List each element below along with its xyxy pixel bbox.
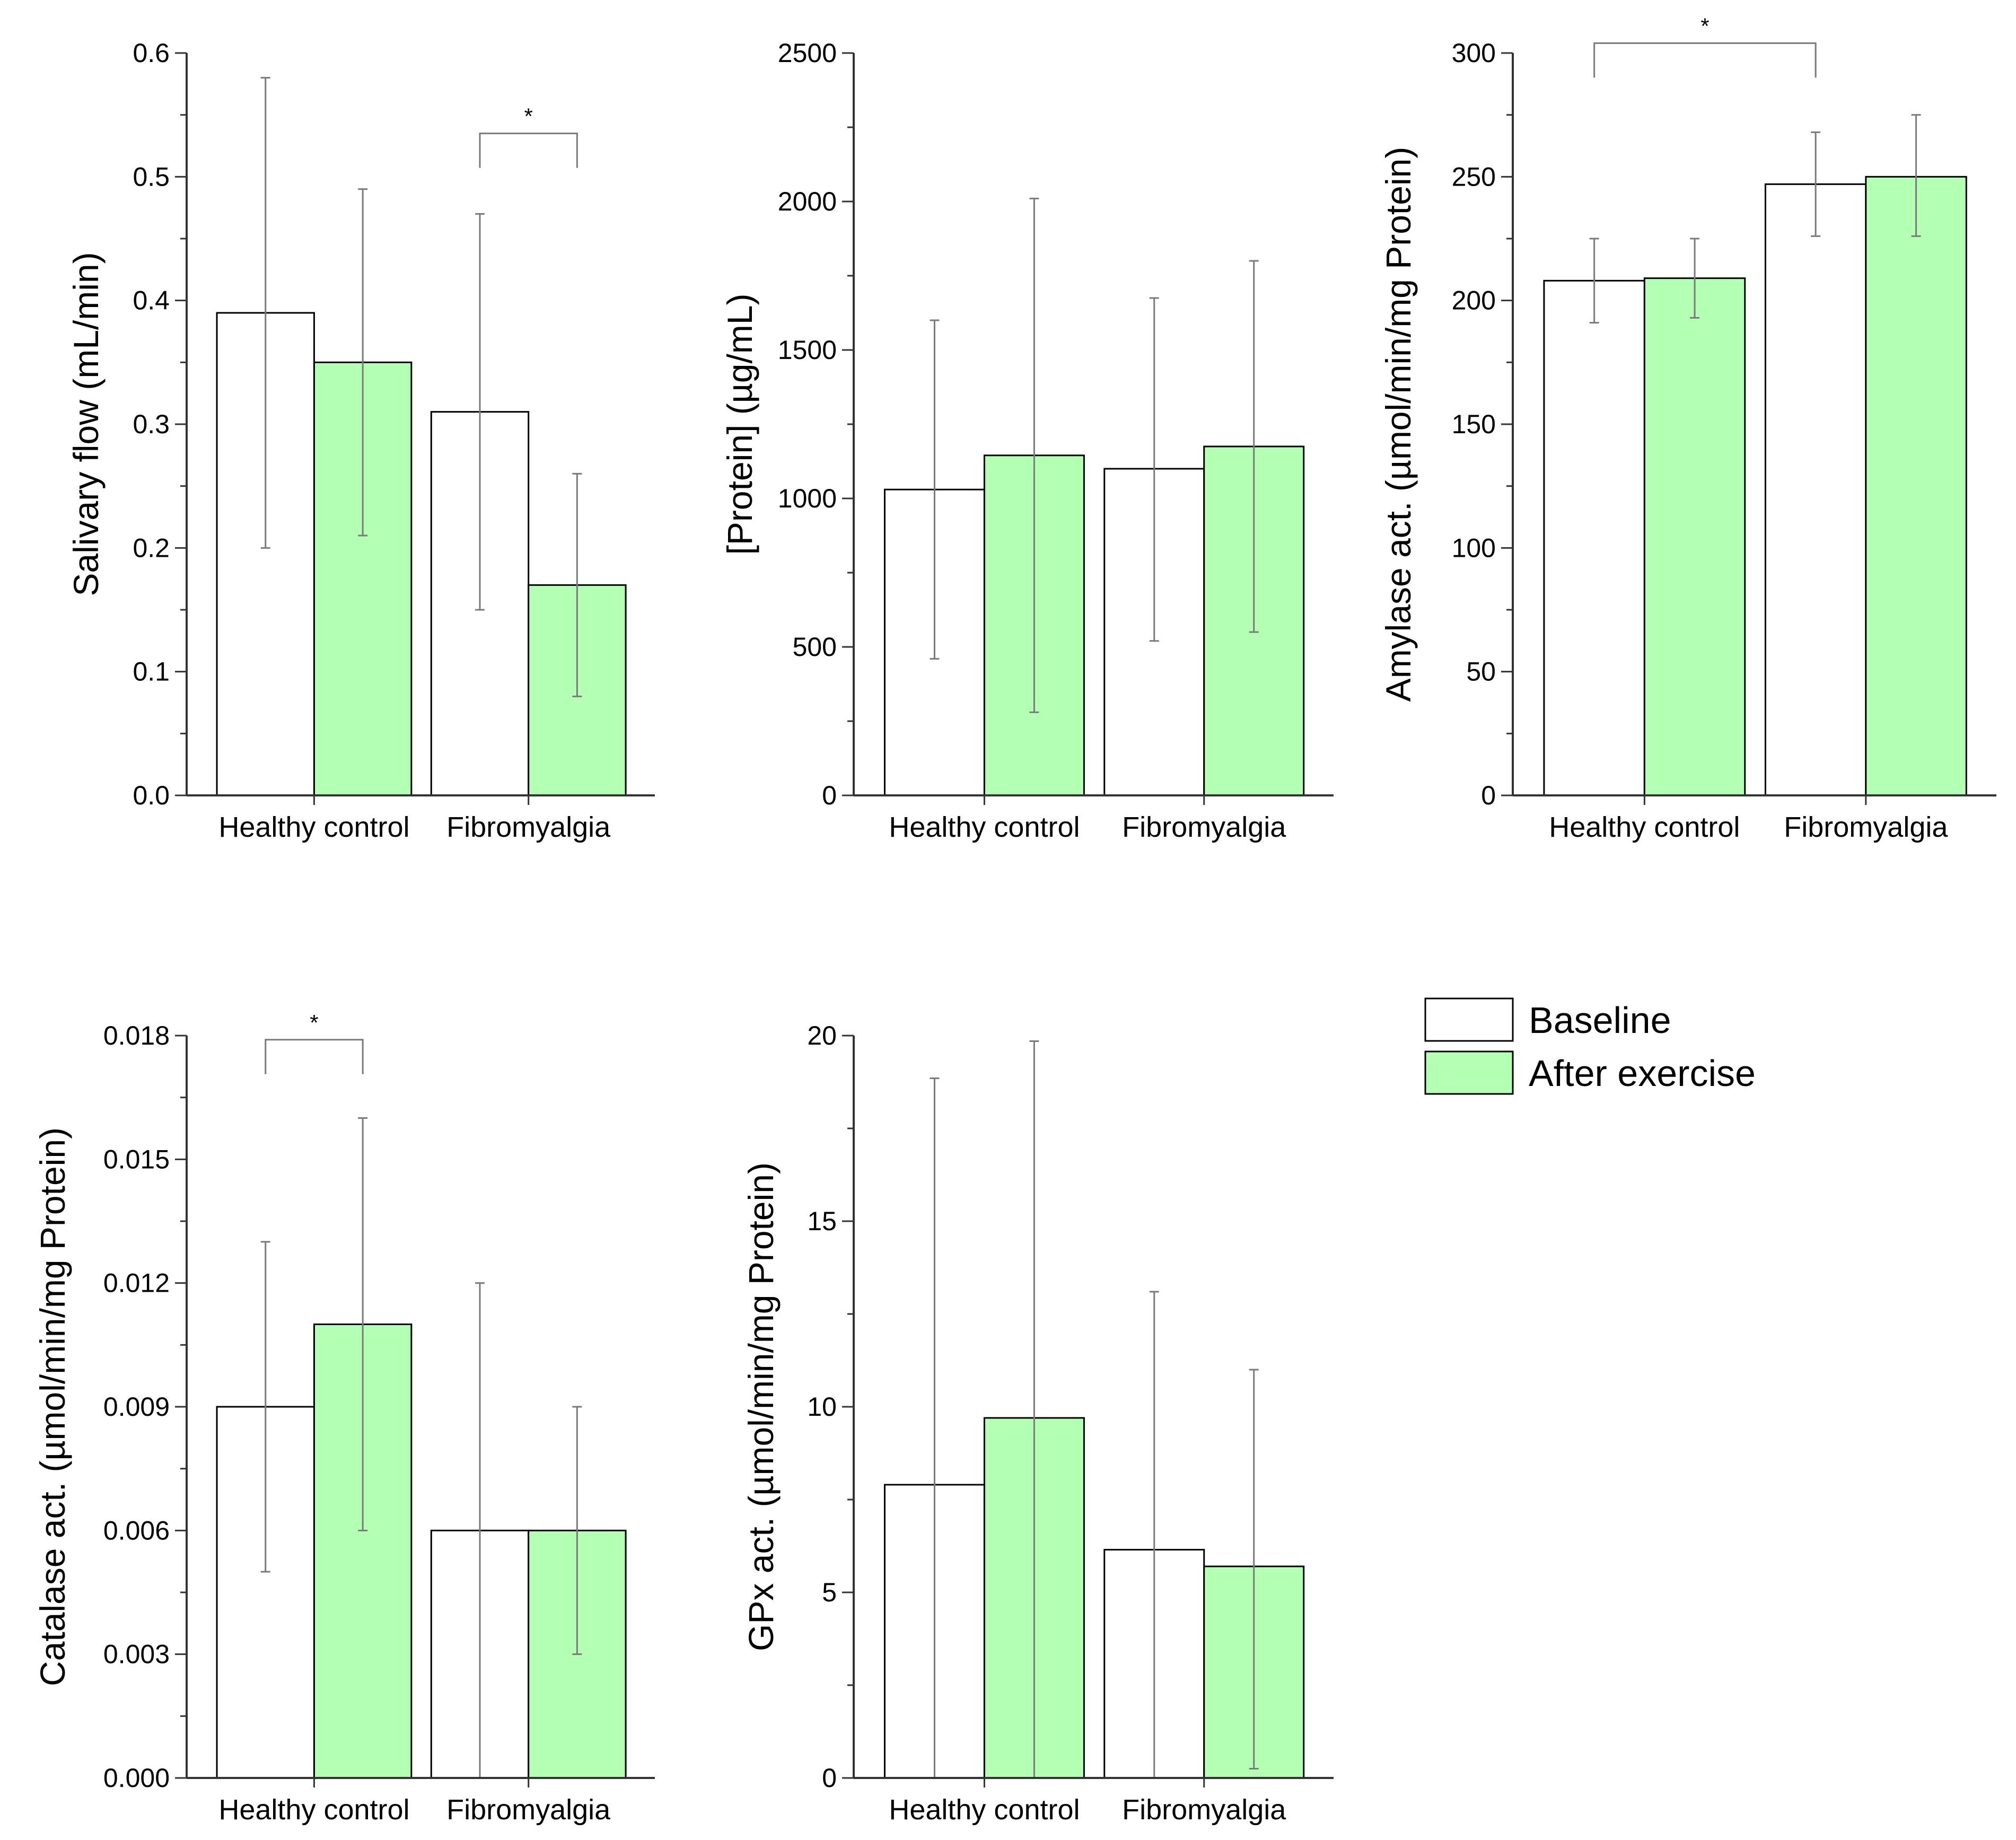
- error-bar-catalase-after-exercise-0: [358, 1117, 368, 1531]
- legend-label-baseline: Baseline: [1529, 1000, 1671, 1041]
- legend-label-after-exercise: After exercise: [1529, 1053, 1756, 1094]
- error-bar-amylase-baseline-0: [1589, 238, 1599, 324]
- y-tick-label-amylase-2: 100: [1452, 533, 1496, 563]
- y-tick-label-gpx-4: 20: [807, 1021, 837, 1050]
- y-tick-label-amylase-6: 300: [1452, 38, 1496, 68]
- error-bar-protein-baseline-1: [1149, 297, 1159, 642]
- y-tick-label-gpx-1: 5: [822, 1578, 837, 1607]
- y-axis-title-protein: [Protein] (µg/mL): [720, 294, 759, 555]
- y-tick-label-amylase-3: 150: [1452, 409, 1496, 439]
- y-tick-label-gpx-3: 15: [807, 1206, 837, 1236]
- y-tick-label-catalase-2: 0.006: [103, 1515, 170, 1545]
- legend-swatch-baseline: [1424, 997, 1514, 1042]
- error-bar-catalase-after-exercise-1: [572, 1406, 582, 1655]
- significance-bracket-amylase-0: *: [1593, 13, 1817, 78]
- y-tick-label-salivary-flow-3: 0.3: [133, 409, 170, 439]
- bar-amylase-after-exercise-1: [1865, 176, 1967, 796]
- y-axis-title-gpx: GPx act. (µmol/min/mg Protein): [741, 1162, 781, 1651]
- y-tick-label-protein-3: 1500: [778, 335, 837, 365]
- y-tick-label-amylase-5: 250: [1452, 162, 1496, 191]
- legend: Baseline After exercise: [1424, 997, 1756, 1095]
- category-label-catalase-1: Fibromyalgia: [446, 1794, 611, 1826]
- y-tick-label-protein-0: 0: [822, 781, 837, 810]
- error-bar-gpx-after-exercise-1: [1249, 1369, 1259, 1769]
- error-bar-amylase-after-exercise-1: [1911, 114, 1921, 237]
- y-tick-label-salivary-flow-5: 0.5: [133, 162, 170, 191]
- y-tick-label-gpx-0: 0: [822, 1763, 837, 1793]
- chart-amylase: 0 50 100 150 200 250 300 Healthy control Fibromy…: [1379, 13, 1996, 843]
- significance-star-amylase-0: *: [1701, 13, 1709, 38]
- y-tick-label-salivary-flow-4: 0.4: [133, 286, 170, 316]
- y-tick-label-gpx-2: 10: [807, 1392, 837, 1422]
- error-bar-salivary-flow-baseline-0: [260, 77, 270, 549]
- chart-panels: 0.0 0.1 0.2 0.3 0.4 0.5 0.6 Healthy control Fibr…: [33, 13, 1996, 1826]
- y-tick-label-salivary-flow-6: 0.6: [133, 38, 170, 68]
- error-bar-protein-baseline-0: [930, 319, 940, 660]
- y-axis-title-catalase: Catalase act. (µmol/min/mg Protein): [33, 1127, 72, 1686]
- y-tick-label-protein-4: 2000: [778, 187, 837, 216]
- chart-protein: 0 500 1000 1500 2000 2500 Healthy control Fibro…: [720, 38, 1334, 843]
- error-bar-protein-after-exercise-0: [1029, 197, 1039, 713]
- y-axis-title-amylase: Amylase act. (µmol/min/mg Protein): [1379, 147, 1418, 702]
- category-label-gpx-1: Fibromyalgia: [1122, 1794, 1286, 1826]
- chart-gpx: 0 5 10 15 20 Healthy control Fibromyalgia GPx a…: [741, 1021, 1334, 1826]
- error-bar-salivary-flow-baseline-1: [475, 213, 485, 611]
- error-bar-amylase-baseline-1: [1811, 131, 1821, 237]
- significance-bracket-catalase-0: *: [265, 1010, 364, 1074]
- y-tick-label-salivary-flow-1: 0.1: [133, 657, 170, 687]
- error-bar-amylase-after-exercise-0: [1690, 238, 1700, 319]
- y-tick-label-catalase-3: 0.009: [103, 1392, 170, 1422]
- category-label-catalase-0: Healthy control: [218, 1794, 409, 1826]
- y-tick-label-protein-5: 2500: [778, 38, 837, 68]
- y-tick-label-amylase-4: 200: [1452, 286, 1496, 316]
- y-tick-label-catalase-6: 0.018: [103, 1021, 170, 1050]
- chart-catalase: 0.000 0.003 0.006 0.009 0.012 0.015 0.018 Healt…: [33, 1010, 655, 1826]
- category-label-salivary-flow-1: Fibromyalgia: [446, 811, 611, 843]
- y-tick-label-amylase-0: 0: [1481, 781, 1496, 810]
- error-bar-protein-after-exercise-1: [1249, 260, 1259, 633]
- legend-swatch-after-exercise: [1424, 1050, 1514, 1095]
- category-label-amylase-0: Healthy control: [1549, 811, 1740, 843]
- significance-star-salivary-flow-0: *: [524, 104, 532, 129]
- bar-amylase-baseline-1: [1764, 183, 1867, 796]
- y-tick-label-catalase-1: 0.003: [103, 1640, 170, 1669]
- bar-amylase-baseline-0: [1543, 279, 1645, 796]
- y-tick-label-salivary-flow-2: 0.2: [133, 533, 170, 563]
- error-bar-salivary-flow-after-exercise-1: [572, 472, 582, 697]
- y-tick-label-amylase-1: 50: [1466, 657, 1496, 687]
- category-label-protein-0: Healthy control: [889, 811, 1080, 843]
- y-tick-label-salivary-flow-0: 0.0: [133, 781, 170, 810]
- category-label-salivary-flow-0: Healthy control: [218, 811, 409, 843]
- chart-salivary-flow: 0.0 0.1 0.2 0.3 0.4 0.5 0.6 Healthy control Fibr…: [66, 38, 655, 843]
- category-label-amylase-1: Fibromyalgia: [1784, 811, 1948, 843]
- y-tick-label-protein-1: 500: [793, 632, 837, 662]
- error-bar-salivary-flow-after-exercise-0: [358, 188, 368, 537]
- y-tick-label-catalase-5: 0.015: [103, 1144, 170, 1174]
- significance-star-catalase-0: *: [310, 1010, 318, 1035]
- category-label-gpx-0: Healthy control: [889, 1794, 1080, 1826]
- y-tick-label-protein-2: 1000: [778, 484, 837, 513]
- bar-amylase-after-exercise-0: [1643, 277, 1746, 796]
- y-tick-label-catalase-4: 0.012: [103, 1268, 170, 1298]
- y-axis-title-salivary-flow: Salivary flow (mL/min): [66, 252, 106, 596]
- y-tick-label-catalase-0: 0.000: [103, 1763, 170, 1793]
- error-bar-catalase-baseline-0: [260, 1241, 270, 1573]
- category-label-protein-1: Fibromyalgia: [1122, 811, 1286, 843]
- significance-bracket-salivary-flow-0: *: [479, 104, 578, 168]
